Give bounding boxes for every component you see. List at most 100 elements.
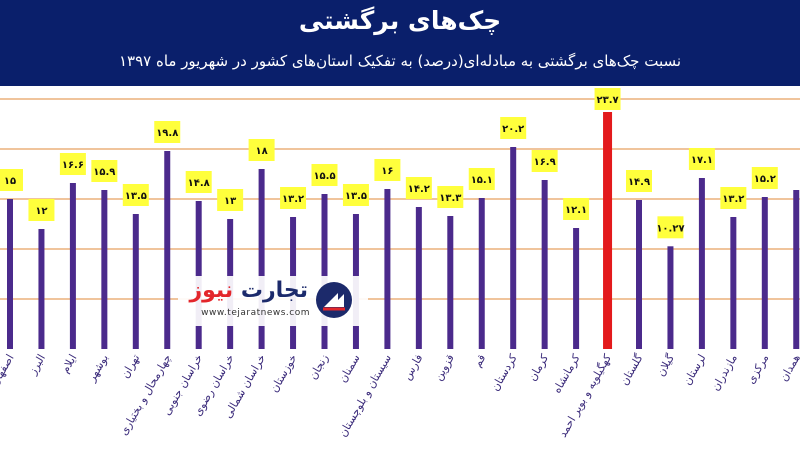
data-label: ۱۲.۱ (565, 205, 587, 216)
bar (7, 199, 13, 349)
x-tick-label: اصفهان (0, 352, 17, 388)
tejaratnews-logo-icon (316, 282, 352, 318)
data-label: ۱۴.۸ (188, 178, 210, 189)
data-label-box (437, 186, 464, 208)
x-tick-label: کرمان (526, 351, 552, 383)
data-label-box (688, 148, 715, 170)
data-label-box (248, 139, 275, 161)
bar (69, 183, 76, 349)
x-tick-label: کرمانشاه (550, 351, 583, 395)
x-tick-label: همدان (777, 352, 800, 384)
bar (793, 190, 800, 349)
data-label-box (405, 177, 432, 199)
x-tick-label: مرکزی (744, 352, 771, 386)
data-label-box (311, 164, 338, 186)
bar (636, 200, 642, 349)
bar (510, 147, 517, 349)
data-label: ۱۹.۸ (156, 128, 178, 139)
data-label: ۱۰.۲۷ (656, 223, 684, 234)
data-label: ۱۶.۶ (62, 160, 84, 171)
data-label-box (594, 88, 621, 110)
watermark: تجارت نیوز www.tejaratnews.com (178, 276, 368, 326)
data-label-box (185, 171, 212, 193)
data-label-box (531, 150, 558, 172)
data-label-box (751, 167, 778, 189)
x-tick-label: قزوین (432, 352, 457, 383)
data-label: ۱۳.۳ (439, 193, 461, 204)
data-label: ۱۷.۱ (691, 155, 713, 166)
bar (698, 178, 705, 349)
bar (541, 180, 548, 349)
data-label: ۱۳.۲ (282, 194, 304, 205)
data-label-box (720, 187, 747, 209)
bar (761, 197, 768, 349)
data-label: ۱۲ (35, 206, 47, 217)
bar (667, 246, 674, 349)
data-label-box (122, 184, 149, 206)
x-tick-label: لرستان (681, 352, 709, 387)
x-tick-label: سمنان (336, 352, 362, 385)
data-label: ۱۳ (224, 196, 236, 207)
data-label-box (468, 168, 495, 190)
bar (384, 189, 391, 349)
data-label: ۱۴.۹ (628, 177, 650, 188)
bar (603, 112, 613, 349)
x-tick-label: مازندران (709, 352, 740, 393)
data-label-box (342, 184, 369, 206)
chart-header: چک‌های برگشتی نسبت چک‌های برگشتی به مباد… (0, 0, 800, 86)
data-label: ۱۶ (381, 166, 393, 177)
bar (730, 217, 737, 349)
x-tick-label: البرز (26, 352, 48, 378)
data-label-box (280, 187, 307, 209)
data-label: ۱۳.۵ (345, 191, 367, 202)
bar (38, 229, 45, 349)
data-label: ۱۶.۹ (534, 157, 556, 168)
data-label-box (0, 169, 23, 191)
bar (321, 194, 328, 349)
bar-chart: ۱۵ اصفهان ۱۲ البرز ۱۶.۶ ایلام ۱۵.۹ بوشهر ۱۳.۵ تهر… (0, 88, 800, 440)
x-tick-label: قم (471, 352, 489, 369)
bar (447, 216, 454, 349)
x-tick-label: گلستان (618, 351, 646, 387)
watermark-brand-accent: نیوز (189, 278, 234, 303)
data-label-box (217, 189, 244, 211)
data-label-box (28, 199, 55, 221)
watermark-brand-main: تجارت (240, 278, 308, 303)
x-tick-label: خوزستان (268, 352, 300, 395)
bar (195, 201, 202, 349)
data-label-box (657, 216, 684, 239)
x-tick-label: زنجان (306, 352, 331, 382)
data-label: ۱۳.۲ (722, 194, 744, 205)
watermark-brand: تجارت نیوز (189, 278, 308, 303)
x-tick-label: گیلان (654, 351, 677, 378)
x-tick-label: تهران (118, 352, 142, 380)
bar (415, 207, 422, 349)
data-label: ۲۳.۷ (596, 95, 618, 106)
data-label-box (500, 117, 527, 139)
x-tick-label: ایلام (58, 352, 79, 375)
data-label-box (374, 159, 401, 181)
x-tick-label: کردستان (488, 351, 520, 393)
chart-subtitle: نسبت چک‌های برگشتی به مبادله‌ای(درصد) به… (118, 52, 682, 70)
data-label: ۱۸ (255, 146, 267, 157)
bar (101, 190, 108, 349)
data-label: ۲۰.۲ (502, 124, 524, 135)
bar (478, 198, 485, 349)
watermark-site: www.tejaratnews.com (201, 308, 310, 318)
data-label-box (91, 160, 118, 182)
x-tick-label: بوشهر (85, 352, 111, 385)
data-label-box (563, 198, 590, 220)
bar (258, 169, 265, 349)
bar (573, 228, 580, 349)
chart-title: چک‌های برگشتی (298, 6, 502, 35)
bar (164, 151, 171, 349)
data-label: ۱۵.۲ (754, 174, 776, 185)
data-label: ۱۵.۹ (93, 167, 115, 178)
bar (132, 214, 139, 349)
data-label-box (626, 170, 652, 192)
data-label: ۱۵ (4, 176, 16, 187)
data-label-box (59, 153, 86, 175)
data-label: ۱۴.۲ (408, 184, 430, 195)
x-tick-label: فارس (401, 352, 426, 382)
